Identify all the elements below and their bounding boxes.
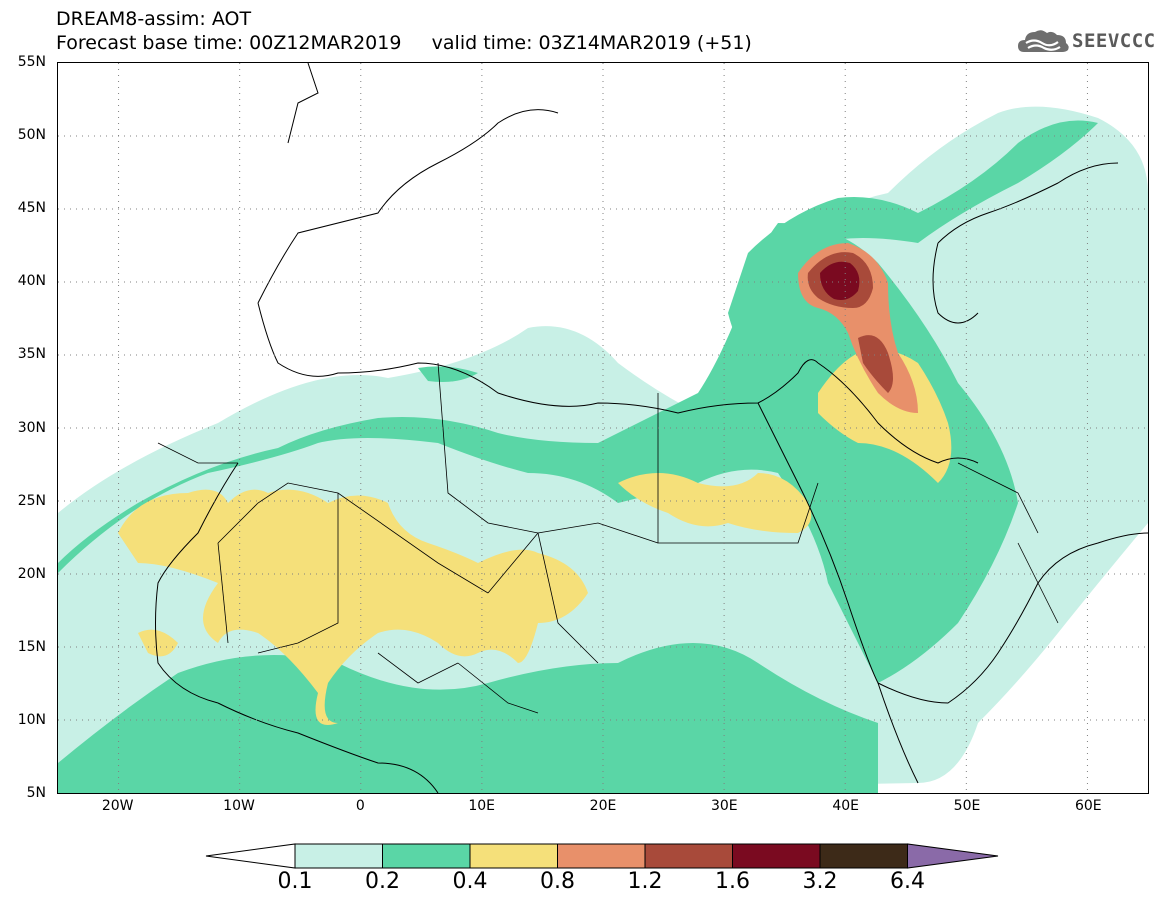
lon-tick-label: 20W <box>101 798 134 814</box>
lat-tick-label: 55N <box>17 54 46 70</box>
colorbar-label: 3.2 <box>802 869 838 894</box>
forecast-times: Forecast base time: 00Z12MAR2019 valid t… <box>56 32 752 54</box>
colorbar-swatch <box>382 843 471 869</box>
lon-tick-label: 20E <box>589 798 617 814</box>
colorbar-label: 0.2 <box>365 869 400 894</box>
lat-tick-label: 20N <box>17 565 46 582</box>
lon-tick-label: 30E <box>710 798 738 814</box>
colorbar-swatch <box>732 843 821 869</box>
lat-tick-label: 30N <box>17 419 46 436</box>
lon-tick-label: 40E <box>832 798 859 814</box>
aot-map <box>57 62 1149 794</box>
lat-tick-label: 45N <box>17 200 46 217</box>
lon-tick-label: 10E <box>468 798 495 814</box>
colorbar-label: 0.8 <box>540 869 575 894</box>
colorbar-swatch <box>557 843 646 869</box>
colorbar-low-arrow <box>205 843 296 869</box>
seevccc-logo: SEEVCCC <box>1016 26 1156 56</box>
colorbar-swatch <box>469 843 558 869</box>
lat-tick-label: 5N <box>26 785 46 801</box>
lat-tick-label: 25N <box>17 492 46 509</box>
colorbar-swatch <box>644 843 733 869</box>
lat-tick-label: 50N <box>17 127 46 144</box>
colorbar-swatch <box>294 843 383 869</box>
colorbar-swatch <box>819 843 908 869</box>
aot-band-0-4 <box>118 349 952 725</box>
cloud-logo-icon <box>1018 30 1069 52</box>
aot-band-0-2 <box>58 120 1098 793</box>
colorbar-label: 1.2 <box>627 869 663 894</box>
colorbar-graphic <box>205 843 999 869</box>
lon-tick-label: 0 <box>355 798 365 814</box>
lat-tick-label: 10N <box>17 711 46 728</box>
colorbar-label: 6.4 <box>890 869 925 894</box>
colorbar <box>205 841 1000 871</box>
lat-tick-label: 15N <box>17 638 46 655</box>
map-canvas <box>58 63 1148 793</box>
lon-tick-label: 60E <box>1074 798 1102 814</box>
logo-text: SEEVCCC <box>1072 30 1156 52</box>
aot-band-1-6 <box>820 261 860 300</box>
colorbar-label: 0.4 <box>452 869 488 894</box>
colorbar-label: 1.6 <box>715 869 750 894</box>
lat-tick-label: 40N <box>17 273 46 290</box>
coastlines <box>155 63 1148 793</box>
lon-tick-label: 50E <box>953 798 981 814</box>
colorbar-high-arrow <box>907 843 999 869</box>
colorbar-label: 0.1 <box>277 869 313 894</box>
map-title: DREAM8-assim: AOT <box>56 8 252 30</box>
lat-tick-label: 35N <box>17 346 46 363</box>
lon-tick-label: 10W <box>223 798 255 814</box>
